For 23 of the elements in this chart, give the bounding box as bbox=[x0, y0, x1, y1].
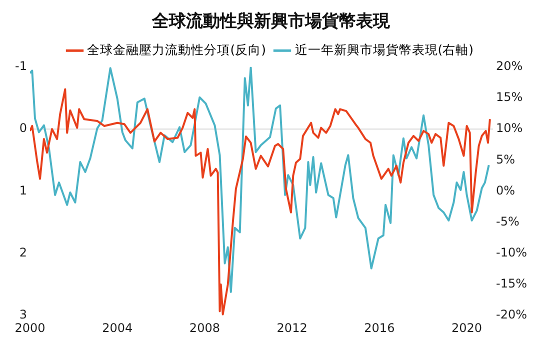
y2-tick-label: 10% bbox=[496, 121, 523, 136]
y2-tick-label: -20% bbox=[496, 308, 528, 322]
y2-tick-label: 0% bbox=[496, 183, 516, 198]
y-tick-label: -1 bbox=[14, 59, 27, 74]
x-tick-label: 2016 bbox=[364, 320, 395, 335]
y2-tick-label: -10% bbox=[496, 246, 528, 260]
y-tick-label: 1 bbox=[19, 183, 27, 198]
y-tick-label: 3 bbox=[19, 308, 27, 322]
x-tick-label: 2008 bbox=[189, 320, 220, 335]
y2-tick-label: -15% bbox=[496, 276, 528, 291]
y2-tick-label: 15% bbox=[496, 90, 523, 104]
legend-label: 全球金融壓力流動性分項(反向) bbox=[87, 42, 266, 57]
y2-tick-label: -5% bbox=[496, 214, 520, 228]
y-tick-label: 2 bbox=[19, 246, 27, 260]
x-tick-label: 2004 bbox=[102, 320, 133, 335]
y2-tick-label: 5% bbox=[496, 152, 516, 166]
x-tick-label: 2000 bbox=[14, 320, 46, 335]
y2-tick-label: 20% bbox=[496, 59, 523, 74]
y-tick-label: 0 bbox=[19, 121, 27, 136]
chart-title: 全球流動性與新興市場貨幣表現 bbox=[151, 12, 391, 32]
x-tick-label: 2020 bbox=[452, 320, 482, 335]
legend-label: 近一年新興市場貨幣表現(右軸) bbox=[294, 42, 474, 57]
x-tick-label: 2012 bbox=[276, 320, 308, 335]
